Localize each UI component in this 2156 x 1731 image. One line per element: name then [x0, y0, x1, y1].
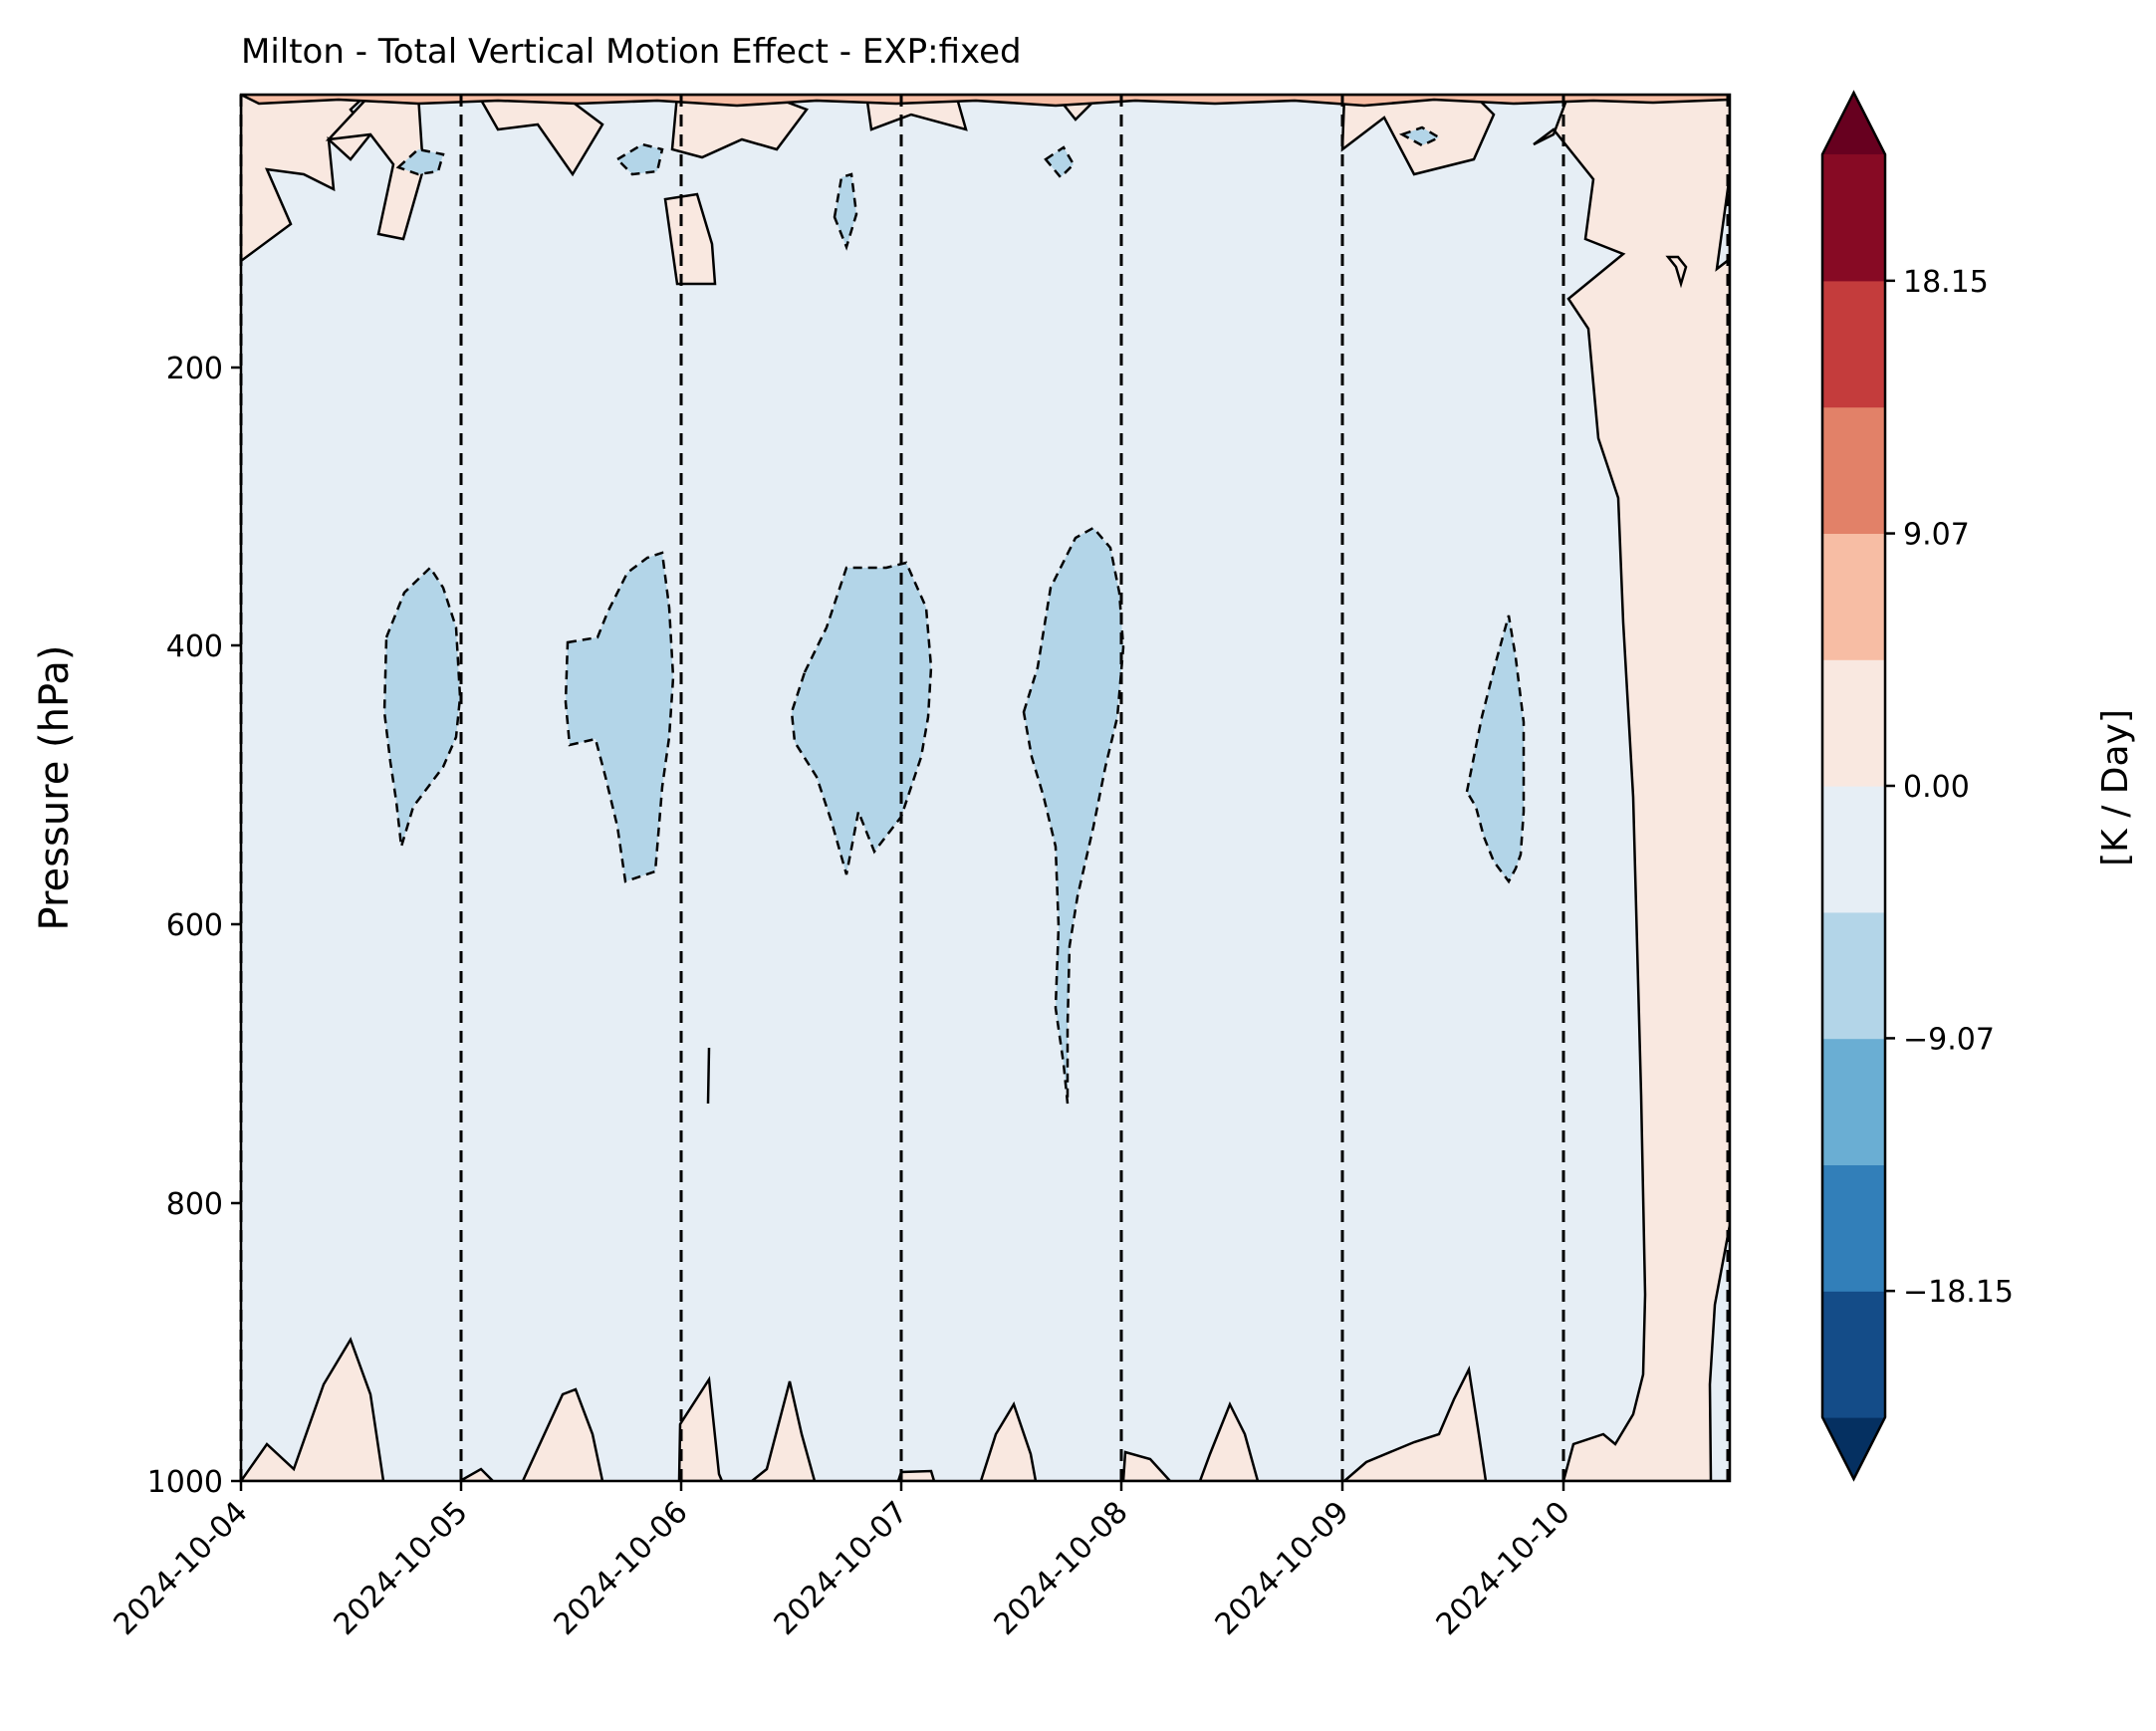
cool-pocket-1	[395, 147, 445, 176]
x-tick-label: 2024-10-04	[108, 1495, 255, 1642]
colorbar-segment	[1822, 659, 1885, 787]
y-tick-label: 1000	[147, 1465, 223, 1500]
warm-region-surface-5	[1121, 1400, 1260, 1481]
top-boundary-contours	[241, 95, 1730, 108]
warm-region-surface-1	[241, 1337, 385, 1481]
x-axis: 2024-10-04 2024-10-05 2024-10-06 2024-10…	[108, 1481, 1577, 1642]
warm-region-surface-6	[1342, 1364, 1488, 1481]
colorbar-tick-label: 9.07	[1903, 518, 1970, 553]
cool-region-day-7	[1022, 526, 1125, 1105]
colorbar-segment	[1822, 911, 1885, 1040]
y-axis-label: Pressure (hPa)	[32, 645, 78, 931]
chart-title: Milton - Total Vertical Motion Effect - …	[241, 32, 1022, 72]
plot-frame	[239, 93, 1732, 1483]
cool-region-day-4	[382, 566, 462, 848]
colorbar-segment	[1822, 280, 1885, 408]
warm-region-day-10	[1533, 95, 1730, 1481]
x-tick-label: 2024-10-07	[768, 1495, 915, 1642]
colorbar-segment	[1822, 154, 1885, 282]
colorbar-label: [K / Day]	[2095, 709, 2136, 866]
closed-contour-day-10	[1665, 255, 1688, 289]
x-tick-label: 2024-10-09	[1209, 1495, 1356, 1642]
colorbar-tick-label: 18.15	[1903, 265, 1989, 300]
colorbar-segment	[1822, 406, 1885, 534]
warm-region-upper-c	[476, 95, 604, 177]
cool-region-day-5	[564, 551, 675, 883]
cool-pocket-4	[1044, 145, 1076, 179]
colorbar-tick-label: −9.07	[1903, 1022, 1995, 1057]
colorbar-ticks: 18.15 9.07 0.00 −9.07 −18.15	[1885, 265, 2014, 1310]
colorbar-outline	[1820, 90, 1887, 1482]
colorbar-tick-label: 0.00	[1903, 770, 1970, 805]
y-tick-label: 200	[166, 352, 223, 386]
colorbar-segment	[1822, 1038, 1885, 1165]
colorbar-tick-label: −18.15	[1903, 1275, 2014, 1310]
y-tick-label: 600	[166, 908, 223, 943]
cool-region-day-6	[790, 561, 933, 875]
colorbar-segments	[1820, 90, 1887, 1482]
cool-pocket-5	[1398, 125, 1442, 147]
colorbar-segment	[1822, 786, 1885, 913]
colorbar-extend-min	[1822, 1417, 1885, 1479]
colorbar-extend-max	[1822, 93, 1885, 154]
y-tick-label: 400	[166, 629, 223, 664]
closed-contour-day-6	[706, 1047, 711, 1105]
x-tick-label: 2024-10-06	[548, 1495, 695, 1642]
warm-region-upper-e	[663, 192, 717, 286]
cool-region-day-9	[1465, 615, 1526, 884]
warm-region-upper-b	[325, 95, 425, 241]
x-tick-label: 2024-10-05	[328, 1495, 475, 1642]
y-tick-label: 800	[166, 1187, 223, 1222]
plot-area	[241, 95, 1730, 1481]
colorbar: 18.15 9.07 0.00 −9.07 −18.15 [K / Day]	[1820, 90, 2136, 1482]
cool-pocket-2	[614, 142, 664, 176]
colorbar-segment	[1822, 1291, 1885, 1418]
colorbar-segment	[1822, 533, 1885, 660]
warm-region-surface-2	[457, 1387, 604, 1481]
cool-pocket-3	[833, 172, 858, 251]
y-axis: 200 400 600 800 1000 Pressure (hPa)	[32, 352, 241, 1500]
x-tick-label: 2024-10-08	[988, 1495, 1135, 1642]
x-tick-label: 2024-10-10	[1430, 1495, 1577, 1642]
colorbar-segment	[1822, 1164, 1885, 1292]
